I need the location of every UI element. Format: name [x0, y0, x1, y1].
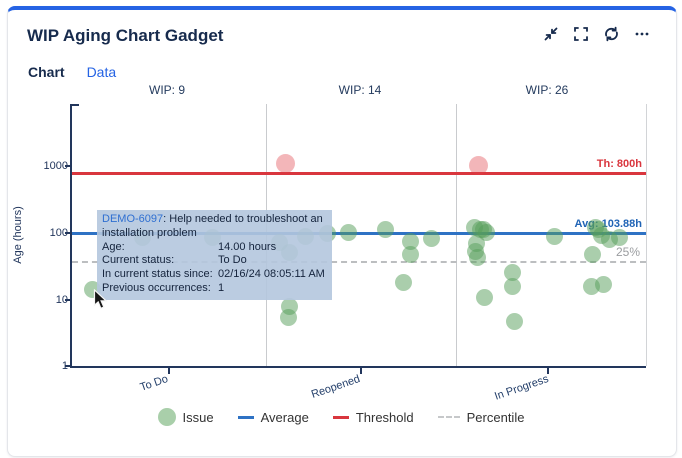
tooltip-row: In current status since: 02/16/24 08:05:1…: [102, 268, 325, 281]
issue-dot[interactable]: [422, 230, 440, 248]
column-separator: [456, 104, 457, 366]
x-tick-mark: [360, 368, 362, 374]
legend-item-threshold[interactable]: Threshold: [332, 410, 414, 425]
issue-dot[interactable]: [594, 276, 612, 294]
x-tick-mark: [168, 368, 170, 374]
wip-count-reopened: WIP: 14: [338, 83, 382, 97]
y-tick-mark: [65, 365, 71, 367]
plot-right-edge: [646, 104, 647, 366]
issue-dot[interactable]: [583, 245, 601, 263]
y-axis-label: Age (hours): [12, 206, 24, 264]
header-toolbar: [543, 26, 650, 42]
issue-dot[interactable]: [394, 273, 412, 291]
issue-dot[interactable]: [468, 249, 486, 267]
issue-dot[interactable]: [475, 289, 493, 307]
y-tick-mark: [65, 299, 71, 301]
fullscreen-icon[interactable]: [573, 26, 589, 42]
wip-count-todo: WIP: 9: [148, 83, 186, 97]
chart-legend: Issue Average Threshold Percentile: [0, 408, 682, 426]
average-line: [72, 232, 646, 235]
issue-dot[interactable]: [401, 233, 419, 251]
legend-item-percentile[interactable]: Percentile: [437, 410, 524, 425]
issue-dot[interactable]: [503, 264, 521, 282]
tooltip-row: Previous occurrences: 1: [102, 281, 225, 294]
average-line-swatch: [237, 415, 254, 419]
average-label: Avg: 103.88h: [574, 218, 642, 230]
y-axis-cap: [72, 104, 79, 106]
issue-dot[interactable]: [279, 308, 297, 326]
y-tick-1: 1: [62, 360, 68, 372]
collapse-icon[interactable]: [543, 26, 559, 42]
mouse-cursor-icon: [93, 288, 109, 316]
legend-item-average[interactable]: Average: [237, 410, 309, 425]
percentile-label: 25%: [615, 245, 640, 259]
issue-dot[interactable]: [468, 156, 488, 176]
issue-dot[interactable]: [505, 312, 523, 330]
issue-dot[interactable]: [545, 228, 563, 246]
threshold-label: Th: 800h: [596, 158, 642, 170]
percentile-line: [72, 261, 646, 263]
percentile-line-swatch: [437, 416, 460, 418]
y-tick-mark: [65, 232, 71, 234]
y-tick-mark: [65, 165, 71, 167]
tooltip-summary: DEMO-6097: Help needed to troubleshoot a…: [102, 213, 323, 239]
gadget-title: WIP Aging Chart Gadget: [27, 26, 224, 45]
tooltip-row: Current status: To Do: [102, 254, 247, 267]
tooltip-row: Age: 14.00 hours: [102, 240, 277, 253]
y-tick-100: 100: [49, 227, 68, 239]
y-tick-1000: 1000: [43, 160, 68, 172]
tab-data[interactable]: Data: [86, 64, 117, 80]
issue-key-link[interactable]: DEMO-6097: [102, 213, 164, 225]
threshold-line: [72, 172, 646, 175]
view-tabs: Chart Data: [28, 64, 116, 80]
issue-dot[interactable]: [610, 229, 628, 247]
issue-dot-swatch: [157, 408, 176, 426]
issue-dot[interactable]: [339, 223, 357, 241]
threshold-line-swatch: [332, 415, 349, 419]
tab-chart[interactable]: Chart: [28, 64, 65, 80]
more-icon[interactable]: [634, 26, 650, 42]
x-tick-mark: [547, 368, 549, 374]
issue-dot[interactable]: [376, 221, 394, 239]
issue-tooltip: DEMO-6097: Help needed to troubleshoot a…: [97, 210, 332, 300]
issue-dot[interactable]: [503, 278, 521, 296]
wip-count-inprogress: WIP: 26: [525, 83, 569, 97]
refresh-icon[interactable]: [603, 26, 620, 42]
legend-item-issue[interactable]: Issue: [157, 408, 214, 426]
issue-dot[interactable]: [401, 245, 419, 263]
issue-dot[interactable]: [275, 153, 295, 173]
y-tick-10: 10: [55, 294, 68, 306]
